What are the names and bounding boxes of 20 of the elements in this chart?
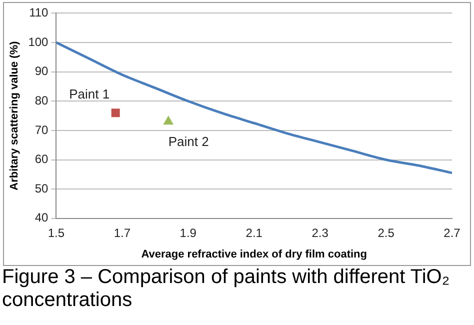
y-tick-label: 60 [34, 152, 49, 166]
x-tick-label: 2.1 [246, 226, 263, 240]
y-axis-title: Arbitary scattering value (%) [8, 40, 21, 190]
y-tick-label: 40 [34, 210, 49, 225]
caption: Figure 3 – Comparison of paints with different TiO₂ concentrations [2, 266, 451, 312]
y-tick-label: 90 [34, 64, 49, 78]
y-tick-label: 100 [28, 34, 49, 49]
y-tick-label: 80 [34, 93, 49, 108]
x-tick-label: 2.7 [444, 226, 461, 240]
x-tick-label: 2.5 [378, 226, 395, 240]
x-tick-label: 1.5 [48, 226, 65, 240]
y-tick-label: 110 [29, 6, 49, 20]
series-label: Paint 2 [168, 134, 209, 150]
y-tick-label: 70 [34, 122, 49, 137]
x-axis-title: Average refractive index of dry film coating [141, 248, 367, 260]
x-tick-label: 1.7 [114, 226, 131, 240]
series-label: Paint 1 [69, 86, 110, 102]
x-tick-label: 1.9 [180, 226, 197, 240]
y-tick-label: 50 [34, 181, 49, 196]
x-tick-label: 2.3 [312, 226, 329, 240]
